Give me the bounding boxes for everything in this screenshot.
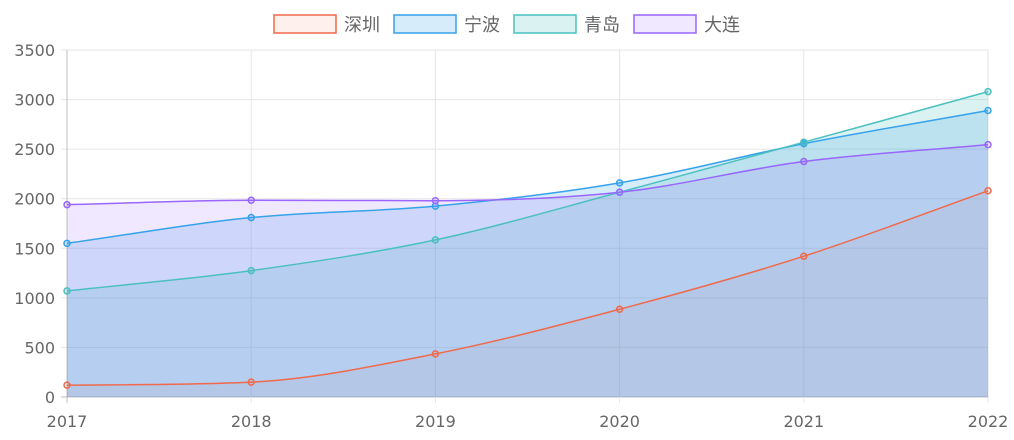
data-point[interactable] — [63, 200, 71, 209]
y-tick-label: 2500 — [14, 140, 55, 159]
legend-label: 青岛 — [584, 15, 620, 36]
series-lines — [66, 90, 989, 386]
y-tick-label: 500 — [24, 338, 55, 357]
x-tick-label: 2020 — [599, 412, 640, 431]
series-line — [66, 90, 989, 292]
x-tick-label: 2022 — [968, 412, 1009, 431]
legend-item[interactable]: 宁波 — [393, 14, 500, 36]
data-point[interactable] — [63, 287, 71, 295]
data-point[interactable] — [984, 187, 992, 195]
legend-item[interactable]: 青岛 — [513, 14, 620, 36]
data-point[interactable] — [247, 213, 255, 222]
legend-label: 大连 — [704, 15, 740, 36]
legend-swatch — [513, 14, 577, 34]
legend-swatch — [633, 14, 697, 34]
series-area — [67, 110, 988, 397]
data-point[interactable] — [431, 196, 440, 205]
x-tick-label: 2019 — [415, 412, 456, 431]
y-tick-label: 2000 — [14, 190, 55, 209]
series-line — [66, 143, 989, 206]
legend-item[interactable]: 深圳 — [273, 14, 380, 36]
data-point[interactable] — [431, 350, 440, 358]
data-point[interactable] — [800, 138, 808, 146]
x-tick-label: 2021 — [783, 412, 824, 431]
legend-swatch — [393, 14, 457, 34]
axes: 0 500 1000 1500 2000 2500 3000 3500 2017 2018 2019… — [14, 41, 1008, 431]
data-point[interactable] — [800, 157, 808, 166]
data-point[interactable] — [247, 196, 255, 204]
legend-swatch — [273, 14, 337, 34]
data-point[interactable] — [615, 179, 624, 187]
data-point[interactable] — [247, 378, 255, 386]
series-areas — [67, 91, 988, 397]
x-tick-label: 2018 — [231, 412, 272, 431]
data-point[interactable] — [984, 140, 992, 149]
series-area — [67, 91, 988, 397]
data-point[interactable] — [247, 266, 255, 275]
legend-label: 深圳 — [344, 15, 380, 36]
series-area — [67, 190, 988, 397]
data-point[interactable] — [800, 252, 808, 260]
data-point[interactable] — [984, 87, 992, 96]
y-tick-label: 1000 — [14, 289, 55, 308]
data-point[interactable] — [615, 188, 624, 197]
legend-item[interactable]: 大连 — [633, 14, 740, 36]
data-point[interactable] — [63, 381, 71, 389]
series-points — [63, 87, 992, 389]
series-line — [66, 190, 989, 386]
series-line — [66, 109, 989, 245]
data-point[interactable] — [984, 106, 992, 115]
data-point[interactable] — [431, 236, 440, 244]
x-tick-label: 2017 — [47, 412, 88, 431]
data-point[interactable] — [63, 239, 71, 248]
legend: 深圳 宁波 青岛 大连 — [273, 14, 740, 36]
y-tick-label: 3000 — [14, 91, 55, 110]
y-tick-label: 0 — [45, 388, 55, 407]
y-tick-label: 3500 — [14, 41, 55, 60]
legend-label: 宁波 — [464, 15, 500, 36]
series-area — [67, 144, 988, 397]
data-point[interactable] — [615, 305, 624, 314]
y-tick-label: 1500 — [14, 239, 55, 258]
